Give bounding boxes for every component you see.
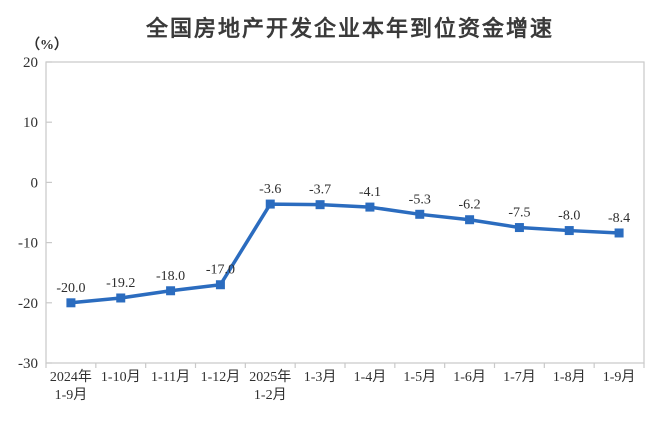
x-tick-label: 1-11月 [151, 369, 190, 385]
data-point-label: -6.2 [458, 198, 480, 213]
data-point-marker [315, 200, 325, 210]
data-point-marker [465, 215, 475, 225]
data-point-label: -20.0 [56, 281, 85, 296]
chart-title: 全国房地产开发企业本年到位资金增速 [145, 16, 554, 41]
data-point-marker [166, 286, 176, 296]
data-point-label: -4.1 [359, 185, 381, 200]
y-axis-unit-label: （%） [26, 38, 68, 53]
data-point-marker [116, 293, 126, 303]
x-tick-label: 2024年 [50, 369, 92, 385]
y-tick-label: 0 [31, 175, 39, 191]
data-point-marker [66, 298, 76, 308]
x-tick-label: 1-5月 [403, 369, 436, 385]
data-point-label: -19.2 [106, 276, 135, 291]
data-point-label: -8.0 [558, 209, 580, 224]
data-point-marker [614, 228, 624, 238]
y-tick-label: 10 [23, 115, 38, 131]
data-point-label: -17.0 [206, 263, 235, 278]
x-tick-label: 1-8月 [553, 369, 586, 385]
data-point-marker [514, 223, 524, 233]
x-tick-label: 1-12月 [201, 369, 241, 385]
x-tick-label: 1-10月 [101, 369, 141, 385]
y-tick-label: 20 [23, 55, 38, 71]
y-tick-label: -10 [18, 236, 38, 252]
data-point-marker [564, 226, 574, 236]
x-tick-label: 1-3月 [304, 369, 337, 385]
y-tick-label: -30 [18, 356, 38, 372]
data-point-label: -5.3 [409, 192, 431, 207]
x-tick-label: 1-7月 [503, 369, 536, 385]
data-point-label: -8.4 [608, 211, 630, 226]
x-tick-label: 1-4月 [354, 369, 387, 385]
plot-border [45, 61, 645, 364]
x-tick-label: 1-2月 [254, 387, 287, 403]
data-point-marker [215, 280, 225, 290]
data-point-marker [365, 202, 375, 212]
data-point-marker [415, 209, 425, 219]
x-tick-label: 1-9月 [603, 369, 636, 385]
data-point-label: -3.7 [309, 183, 331, 198]
y-tick-label: -20 [18, 296, 38, 312]
data-point-label: -3.6 [259, 182, 281, 197]
data-point-label: -7.5 [508, 206, 530, 221]
data-point-label: -18.0 [156, 269, 185, 284]
x-tick-label: 1-9月 [55, 387, 88, 403]
x-tick-label: 1-6月 [453, 369, 486, 385]
data-line [69, 202, 621, 305]
x-tick-label: 2025年 [249, 369, 291, 385]
data-point-marker [265, 199, 275, 209]
